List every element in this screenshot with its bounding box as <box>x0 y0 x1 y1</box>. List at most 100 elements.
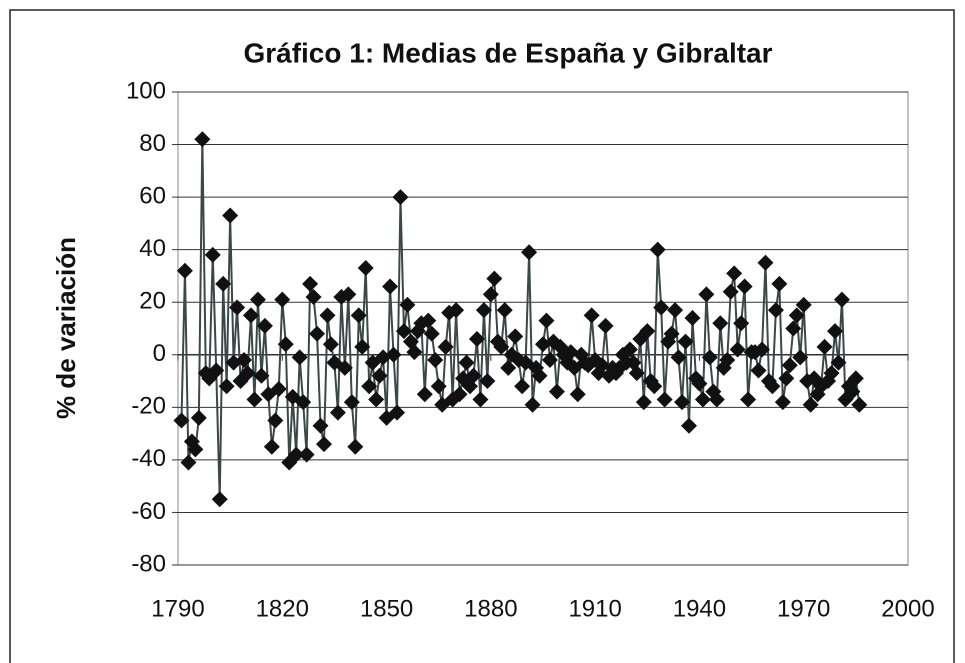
marker <box>788 307 805 324</box>
marker <box>757 254 774 271</box>
y-tick-label: -60 <box>131 498 166 525</box>
y-tick-label: -40 <box>131 445 166 472</box>
marker <box>538 312 555 329</box>
marker <box>521 244 538 261</box>
marker <box>305 288 322 305</box>
frame <box>9 9 955 663</box>
marker <box>312 417 329 434</box>
marker <box>750 362 767 379</box>
marker <box>656 391 673 408</box>
marker <box>694 391 711 408</box>
x-tick-label: 1850 <box>360 595 413 622</box>
marker <box>270 380 287 397</box>
marker <box>427 352 444 369</box>
marker <box>354 338 371 355</box>
marker <box>639 323 656 340</box>
marker <box>371 367 388 384</box>
marker <box>399 296 416 313</box>
marker <box>670 349 687 366</box>
marker <box>548 383 565 400</box>
marker <box>681 417 697 434</box>
marker <box>350 307 367 324</box>
marker <box>778 370 795 387</box>
marker <box>691 375 708 392</box>
marker <box>583 307 600 324</box>
marker <box>343 394 360 411</box>
marker <box>844 383 861 400</box>
y-tick-label: 0 <box>153 340 166 367</box>
marker <box>785 320 802 337</box>
marker <box>458 354 475 371</box>
marker <box>277 336 294 353</box>
marker <box>236 352 253 369</box>
y-axis-label: % de variación <box>51 237 81 419</box>
marker <box>319 307 336 324</box>
marker <box>208 362 225 379</box>
marker <box>437 338 454 355</box>
marker <box>701 349 718 366</box>
marker <box>298 446 315 463</box>
marker <box>246 391 263 408</box>
marker <box>722 283 739 300</box>
marker <box>229 299 246 316</box>
marker <box>663 325 680 342</box>
marker <box>243 307 259 324</box>
marker <box>597 317 614 334</box>
marker <box>249 291 266 308</box>
marker <box>180 454 197 471</box>
marker <box>802 396 819 413</box>
marker <box>316 436 332 453</box>
marker <box>222 207 239 224</box>
marker <box>754 341 770 358</box>
marker <box>764 378 781 395</box>
marker <box>774 394 791 411</box>
marker <box>833 291 850 308</box>
marker <box>781 357 798 374</box>
y-tick-label: 100 <box>126 77 166 104</box>
marker <box>733 315 750 332</box>
marker <box>684 309 701 326</box>
marker <box>295 394 312 411</box>
marker <box>792 349 809 366</box>
marker <box>361 378 378 395</box>
y-tick-label: 20 <box>139 288 166 315</box>
marker <box>329 404 346 421</box>
marker <box>524 396 541 413</box>
marker <box>667 302 684 319</box>
y-tick-label: 60 <box>139 182 166 209</box>
marker <box>420 312 437 329</box>
marker <box>472 391 489 408</box>
marker <box>493 338 510 355</box>
marker <box>389 404 405 421</box>
marker <box>479 373 496 390</box>
x-tick-label: 1820 <box>256 595 309 622</box>
x-tick-label: 1970 <box>777 595 830 622</box>
marker <box>507 328 524 345</box>
marker <box>740 391 757 408</box>
marker <box>385 346 402 363</box>
marker <box>340 286 357 303</box>
x-tick-label: 1880 <box>464 595 517 622</box>
marker <box>357 260 374 277</box>
marker <box>514 378 531 395</box>
marker <box>173 412 190 429</box>
marker <box>204 246 221 263</box>
marker <box>430 378 447 395</box>
marker <box>482 286 499 303</box>
marker <box>368 391 385 408</box>
marker <box>309 325 326 342</box>
marker <box>851 396 868 413</box>
marker <box>211 491 228 508</box>
marker <box>253 367 270 384</box>
marker <box>500 359 517 376</box>
marker <box>322 336 339 353</box>
series-line <box>180 139 861 500</box>
marker <box>531 367 548 384</box>
x-tick-label: 2000 <box>881 595 934 622</box>
marker <box>194 131 211 148</box>
marker <box>569 386 586 403</box>
marker <box>486 270 503 287</box>
marker <box>635 394 652 411</box>
marker <box>218 378 235 395</box>
marker <box>448 302 465 319</box>
